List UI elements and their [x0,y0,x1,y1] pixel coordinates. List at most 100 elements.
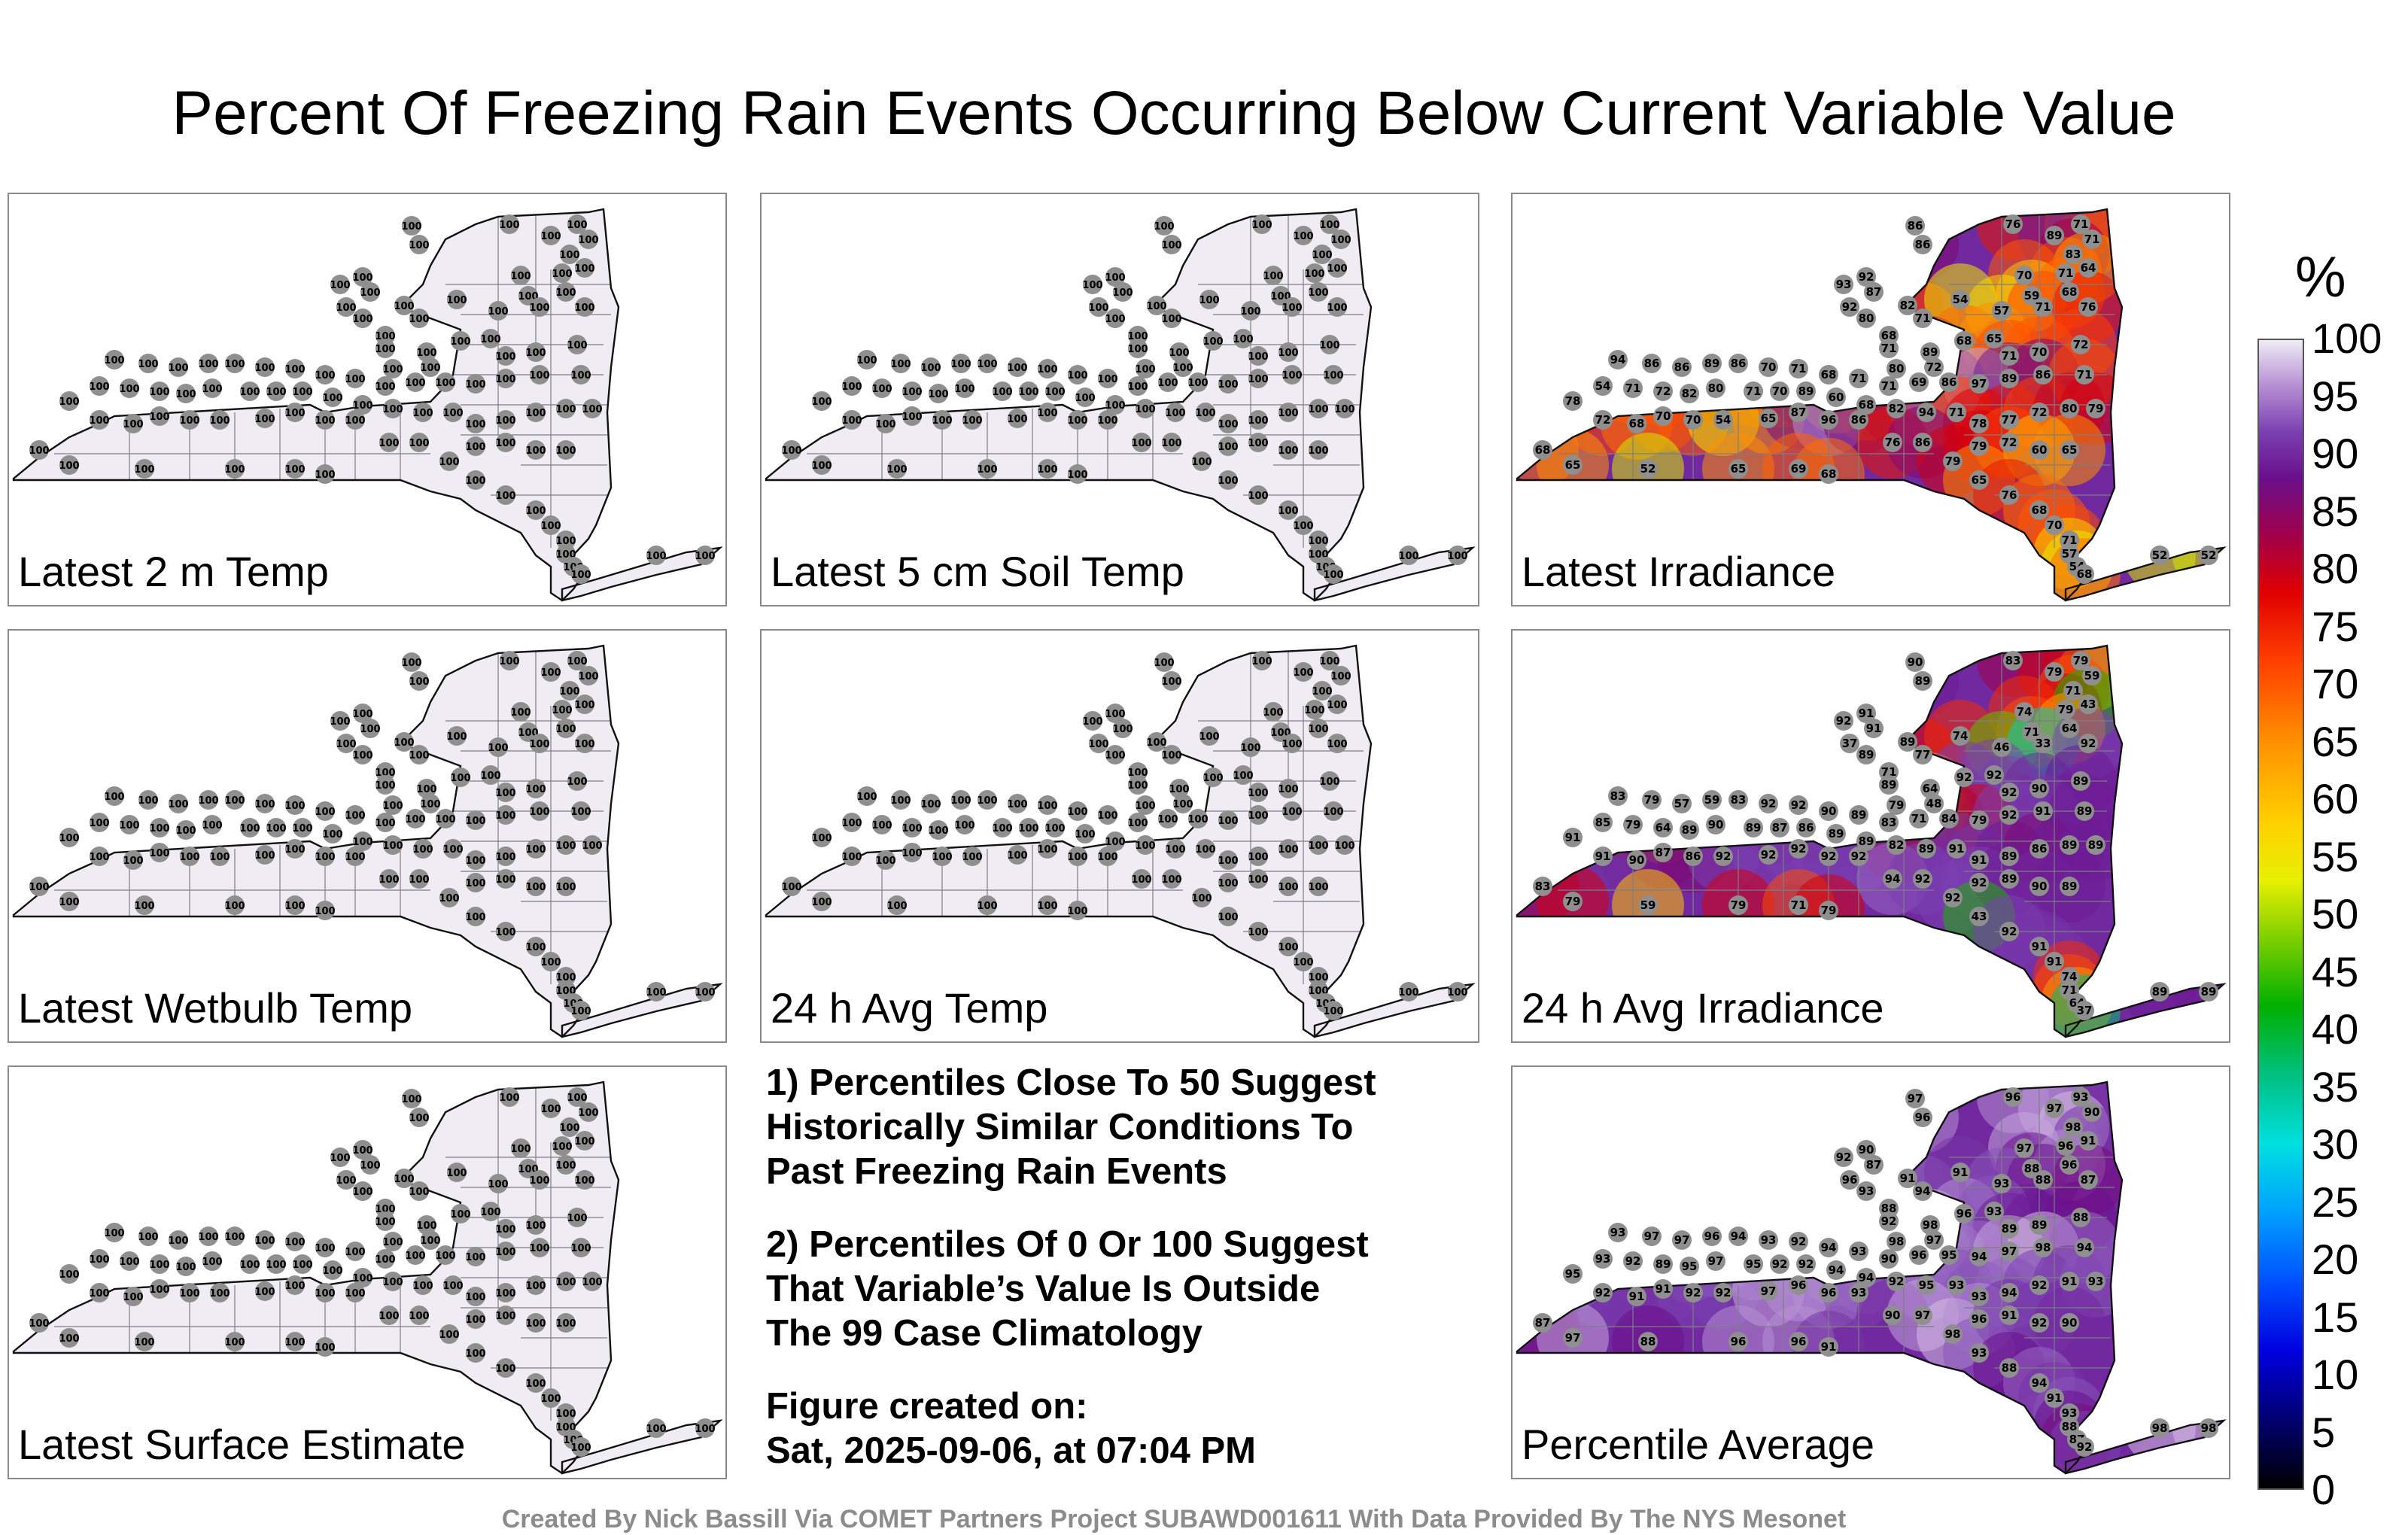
station-marker: 92 [1834,1147,1853,1167]
station-dot [59,828,79,847]
station-value: 89 [2088,838,2104,852]
station-marker: 100 [465,1247,486,1266]
station-marker: 100 [198,354,219,373]
station-value: 43 [1972,910,1987,923]
station-marker: 100 [540,1099,561,1118]
station-value: 100 [555,1277,576,1288]
station-dot [1162,869,1181,889]
station-value: 100 [1165,408,1185,419]
station-marker: 95 [1680,1257,1699,1276]
station-marker: 92 [1770,1254,1789,1274]
station-value: 100 [1282,807,1302,818]
station-dot [1999,847,2019,866]
station-marker: 100 [495,869,516,889]
station-marker: 100 [409,671,430,691]
station-dot [1680,1257,1699,1276]
station-marker: 100 [89,847,110,866]
station-dot [1939,372,1959,392]
station-dot [1627,414,1646,433]
panel-label: Percentile Average [1522,1421,1875,1468]
station-dot [955,378,974,398]
station-value: 100 [1278,408,1298,419]
station-value: 100 [134,464,154,476]
station-value: 86 [1731,357,1747,370]
station-marker: 92 [2029,1275,2049,1295]
station-value: 100 [1308,536,1328,547]
station-marker: 100 [1248,346,1269,366]
station-value: 86 [1915,238,1931,251]
station-dot [1770,1254,1789,1274]
station-dot [2060,440,2079,460]
station-value: 100 [89,1254,109,1266]
station-marker: 100 [1161,671,1182,691]
station-marker: 92 [1999,783,2019,802]
station-value: 100 [401,221,421,233]
station-dot [1840,1170,1859,1190]
station-value: 64 [2062,722,2078,735]
station-value: 100 [525,1281,546,1292]
station-dot [962,847,982,866]
station-marker: 71 [1849,369,1868,388]
station-value: 89 [1900,735,1916,749]
station-dot [541,515,561,535]
station-value: 100 [1007,414,1027,425]
station-dot [1913,433,1932,452]
station-value: 90 [1708,818,1724,831]
station-value: 100 [781,445,801,457]
station-dot [1593,813,1613,832]
station-marker: 90 [1879,1249,1899,1269]
station-value: 89 [2002,1222,2017,1236]
station-marker: 89 [2071,771,2090,791]
station-marker: 100 [1263,702,1284,722]
station-marker: 69 [1909,372,1929,392]
station-dot [439,451,459,471]
station-value: 100 [1127,768,1148,779]
station-marker: 100 [175,1257,196,1276]
station-value: 100 [315,470,335,481]
station-marker: 100 [574,734,595,753]
station-value: 100 [529,1175,549,1187]
station-marker: 97 [1642,1226,1662,1246]
station-value: 100 [435,814,455,825]
station-dot [443,1275,463,1295]
station-marker: 100 [555,967,576,986]
station-marker: 87 [1533,1313,1552,1333]
station-marker: 100 [375,1211,396,1231]
station-dot [2086,1272,2105,1291]
station-dot [2029,839,2049,859]
station-marker: 100 [59,892,80,911]
station-value: 100 [646,551,666,562]
station-marker: 100 [992,818,1013,837]
station-value: 100 [499,1093,519,1104]
station-value: 100 [1308,404,1328,415]
station-marker: 100 [1157,809,1178,828]
station-dot [439,888,459,907]
station-value: 96 [2058,1139,2074,1153]
station-marker: 100 [1007,357,1028,377]
station-value: 83 [1881,816,1897,829]
station-dot [1593,1283,1613,1302]
station-marker: 100 [1105,309,1126,328]
station-value: 100 [1233,334,1253,345]
station-dot [812,892,832,911]
station-marker: 100 [1018,818,1039,837]
station-value: 71 [1881,379,1897,393]
station-dot [500,1087,519,1107]
station-marker: 91 [1999,1306,2019,1325]
station-dot [1819,801,1838,821]
station-value: 100 [567,777,587,788]
station-dot [285,459,305,479]
station-marker: 100 [555,1313,576,1333]
station-marker: 100 [1251,651,1272,670]
station-dot [1999,922,2019,941]
station-marker: 100 [1319,651,1340,670]
station-value: 100 [871,384,892,395]
station-dot [202,1251,222,1271]
station-value: 100 [360,287,380,299]
station-dot [1132,433,1151,452]
station-value: 100 [1323,570,1343,581]
station-dot [1969,1343,1989,1363]
station-dot [1672,357,1692,377]
station-value: 100 [525,1220,546,1232]
